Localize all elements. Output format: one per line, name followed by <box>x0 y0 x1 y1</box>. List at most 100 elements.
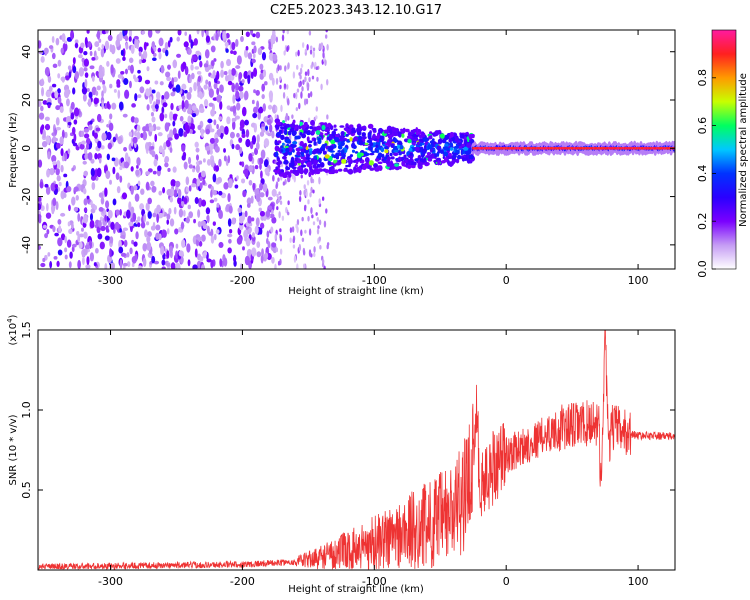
spectrogram-ytick-label: 40 <box>20 45 33 59</box>
heatmap-cell <box>279 84 282 90</box>
heatmap-cell <box>241 133 246 139</box>
heatmap-cell <box>276 193 279 198</box>
heatmap-cell <box>228 238 232 244</box>
snr-yscale-base: (x10 <box>8 323 19 346</box>
heatmap-cell <box>40 125 43 135</box>
heatmap-cell <box>165 71 171 78</box>
heatmap-cell <box>61 33 66 43</box>
heatmap-cell <box>259 192 265 198</box>
heatmap-cell <box>227 155 231 164</box>
heatmap-cell <box>138 59 142 65</box>
heatmap-cell <box>198 160 203 165</box>
heatmap-cell <box>200 220 206 227</box>
heatmap-cell <box>282 181 286 186</box>
heatmap-cell <box>443 146 449 151</box>
heatmap-cell <box>71 222 74 230</box>
heatmap-cell <box>170 179 176 187</box>
heatmap-cell <box>246 248 252 258</box>
heatmap-cell <box>220 132 224 140</box>
heatmap-cell <box>135 231 139 240</box>
heatmap-cell <box>150 146 155 150</box>
heatmap-cell <box>162 186 166 194</box>
heatmap-cell <box>128 57 134 64</box>
heatmap-cell <box>54 184 59 189</box>
heatmap-cell <box>234 184 239 189</box>
heatmap-cell <box>243 48 249 58</box>
heatmap-cell <box>449 131 454 138</box>
heatmap-cell <box>321 262 325 268</box>
heatmap-cell <box>115 39 121 47</box>
heatmap-cell <box>459 133 465 139</box>
heatmap-cell <box>187 259 191 267</box>
heatmap-cell <box>80 42 85 49</box>
heatmap-cell <box>231 41 236 51</box>
heatmap-cell <box>177 188 182 199</box>
heatmap-cell <box>207 118 213 124</box>
heatmap-cell <box>428 135 433 140</box>
heatmap-cell <box>274 233 278 240</box>
heatmap-cell <box>263 138 270 148</box>
heatmap-cell <box>48 45 54 50</box>
heatmap-cell <box>408 147 413 152</box>
heatmap-cell <box>236 102 241 111</box>
heatmap-cell <box>145 171 151 176</box>
heatmap-cell <box>104 263 108 269</box>
heatmap-cell <box>53 255 58 260</box>
heatmap-cell <box>456 154 462 160</box>
heatmap-cell <box>98 207 104 212</box>
heatmap-cell <box>71 243 77 248</box>
heatmap-cell <box>151 255 156 264</box>
heatmap-cell <box>287 200 290 206</box>
heatmap-cell <box>312 47 316 52</box>
heatmap-cell <box>252 112 258 119</box>
heatmap-cell <box>236 132 240 138</box>
heatmap-cell <box>295 51 298 57</box>
spectrogram-ytick-label: -40 <box>20 236 33 254</box>
heatmap-cell <box>290 123 296 128</box>
heatmap-cell <box>318 43 322 51</box>
heatmap-cell <box>380 139 384 142</box>
heatmap-cell <box>105 30 109 34</box>
heatmap-cell <box>82 256 85 265</box>
heatmap-cell <box>236 175 239 180</box>
heatmap-cell <box>189 123 195 131</box>
heatmap-cell <box>90 175 96 181</box>
heatmap-cell <box>104 235 110 241</box>
heatmap-cell <box>232 120 236 131</box>
heatmap-cell <box>371 127 377 131</box>
heatmap-cell <box>177 30 182 36</box>
heatmap-cell <box>82 93 87 102</box>
heatmap-cell <box>181 144 186 152</box>
heatmap-cell <box>248 152 253 162</box>
heatmap-cell <box>72 65 77 74</box>
heatmap-cell <box>218 241 224 248</box>
heatmap-cell <box>181 99 185 109</box>
heatmap-cell <box>194 248 198 258</box>
heatmap-cell <box>135 169 140 176</box>
heatmap-cell <box>101 132 107 142</box>
heatmap-cell <box>123 146 128 152</box>
heatmap-cell <box>330 139 336 145</box>
heatmap-cell <box>176 36 180 42</box>
heatmap-cell <box>104 214 108 222</box>
heatmap-cell <box>124 152 129 162</box>
heatmap-cell <box>60 164 64 173</box>
heatmap-cell <box>234 115 241 120</box>
heatmap-cell <box>83 207 88 213</box>
heatmap-cell <box>322 150 327 155</box>
heatmap-cell <box>93 262 97 267</box>
heatmap-cell <box>109 248 112 258</box>
heatmap-cell <box>128 131 133 137</box>
heatmap-cell <box>303 263 306 269</box>
heatmap-cell <box>303 148 307 154</box>
heatmap-cell <box>267 241 271 249</box>
heatmap-cell <box>105 200 110 209</box>
heatmap-cell <box>410 164 416 169</box>
heatmap-cell <box>44 183 49 188</box>
heatmap-cell <box>253 67 258 77</box>
heatmap-cell <box>178 127 184 137</box>
heatmap-cell <box>166 228 170 235</box>
heatmap-cell <box>337 168 343 172</box>
heatmap-cell <box>340 131 345 136</box>
heatmap-cell <box>147 141 152 147</box>
